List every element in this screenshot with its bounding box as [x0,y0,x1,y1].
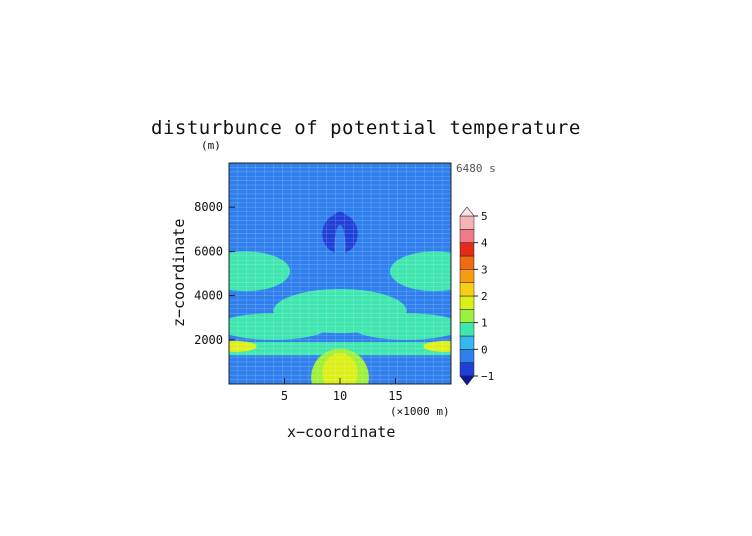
x-tick-label: 5 [281,389,288,403]
colorbar-segment [459,242,475,257]
colorbar-extend-top [459,206,475,217]
heatmap-regions [229,171,451,384]
colorbar-segment [459,282,475,297]
x-axis: 5 10 15 [281,378,403,403]
region-mid-bulge [229,238,451,309]
colorbar: −1 0 1 2 3 4 5 [459,206,494,386]
x-tick-label: 10 [333,389,347,403]
colorbar-tick-label: −1 [481,370,494,383]
y-tick-label: 6000 [194,244,223,258]
region-plume-stem [334,224,346,270]
colorbar-segment [459,335,475,350]
colorbar-segment [459,295,475,310]
y-tick-label: 8000 [194,200,223,214]
colorbar-extend-bottom [459,375,475,386]
y-tick-label: 4000 [194,289,223,303]
colorbar-segment [459,309,475,323]
colorbar-tick-label: 5 [481,210,488,223]
x-unit-label: (×1000 m) [390,405,450,418]
region-edge-right [423,340,451,352]
region-mid-right [389,251,451,292]
colorbar-segment [459,362,475,377]
region-surface-maximum [322,353,358,384]
region-mid-left [229,251,291,292]
colorbar-segment [459,322,475,337]
region-edge-left [229,340,257,352]
colorbar-tick-label: 1 [481,317,488,330]
y-axis-label: z−coordinate [170,219,188,327]
colorbar-tick-label: 2 [481,290,488,303]
colorbar-segment [459,269,475,283]
plot-grid [229,163,451,384]
region-low-right [351,313,451,340]
region-low-left [229,313,329,340]
colorbar-tick-label: 3 [481,263,488,276]
x-axis-label: x−coordinate [287,423,395,441]
colorbar-tick-label: 4 [481,237,488,250]
colorbar-segment [459,255,475,270]
colorbar-segment [459,229,475,243]
x-tick-label: 15 [388,389,402,403]
plot-area [229,163,451,384]
time-label: 6480 s [456,162,496,175]
colorbar-tick-label: 0 [481,343,488,356]
y-axis: 2000 4000 6000 8000 [194,200,235,347]
units-label: (m) [201,139,221,152]
colorbar-segment [459,215,475,230]
colorbar-segment [459,349,475,363]
chart-title: disturbunce of potential temperature [151,117,581,139]
y-tick-label: 2000 [194,333,223,347]
